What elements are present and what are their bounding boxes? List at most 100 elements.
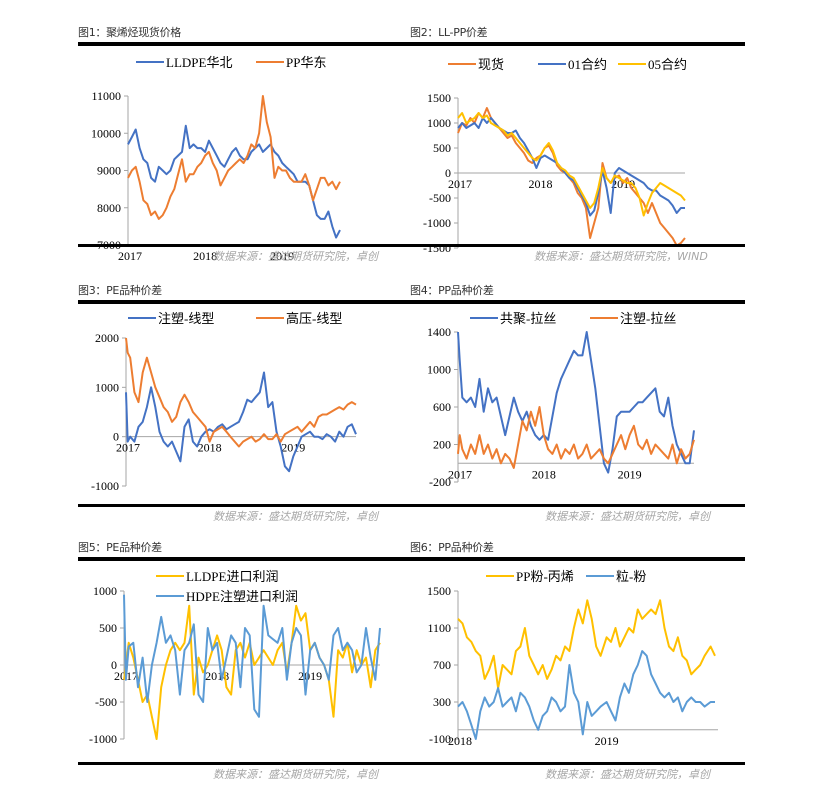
figure-4: 图4：PP品种价差 -200 200 600 1000 1400 2017 2018 2019… xyxy=(410,282,745,512)
legend-label: PP粉-丙烯 xyxy=(516,569,574,584)
title-rule xyxy=(410,300,745,304)
legend-label: LLDPE华北 xyxy=(166,55,232,70)
y-tick-label: 300 xyxy=(433,695,451,709)
series-line-2 xyxy=(127,95,341,220)
x-tick-label: 2017 xyxy=(448,177,472,191)
y-tick-label: 1100 xyxy=(427,621,451,635)
figure-title: 图2：LL-PP价差 xyxy=(410,26,488,39)
y-tick-label: 0 xyxy=(113,430,119,444)
y-tick-label: 9000 xyxy=(97,164,121,178)
title-rule xyxy=(410,42,745,46)
series-line-2 xyxy=(457,406,695,469)
x-tick-label: 2018 xyxy=(198,441,222,455)
figure-title: 图3：PE品种价差 xyxy=(78,284,162,297)
figure-source: 数据来源：盛达期货研究院，卓创 xyxy=(213,768,378,781)
series-line-2 xyxy=(457,650,715,740)
bottom-rule xyxy=(410,244,745,247)
y-tick-label: 600 xyxy=(433,400,451,414)
legend-label: 注塑-线型 xyxy=(158,311,214,326)
y-tick-label: 500 xyxy=(99,621,117,635)
y-tick-label: -200 xyxy=(429,475,451,489)
bottom-rule xyxy=(410,504,745,507)
y-tick-label: -1000 xyxy=(423,216,451,230)
x-tick-label: 2019 xyxy=(270,249,294,263)
figure-title: 图5：PE品种价差 xyxy=(78,541,162,554)
legend-label: 共聚-拉丝 xyxy=(500,311,556,326)
figure-5: 图5：PE品种价差 -1000 -500 0 500 1000 2017 2018 2019 L… xyxy=(78,539,413,769)
y-tick-label: 0 xyxy=(445,166,451,180)
y-tick-label: 8000 xyxy=(97,201,121,215)
series-line-3 xyxy=(457,112,686,217)
y-tick-label: 0 xyxy=(111,658,117,672)
chart-svg: -1000 0 1000 2000 2017 2018 2019 注塑-线型 高压-线型 xyxy=(91,311,357,493)
legend-label: HDPE注塑进口利润 xyxy=(186,589,298,604)
x-tick-label: 2018 xyxy=(532,467,556,481)
series-line-1 xyxy=(457,599,716,690)
chart-svg: -100 300 700 1100 1500 2018 2019 PP粉-丙烯 粒-粉 xyxy=(427,569,718,748)
figure-title: 图4：PP品种价差 xyxy=(410,284,494,297)
y-tick-label: 1500 xyxy=(427,584,451,598)
x-tick-label: 2019 xyxy=(298,669,322,683)
y-tick-label: 11000 xyxy=(91,89,121,103)
legend-label: 01合约 xyxy=(568,57,607,72)
bottom-rule xyxy=(78,504,413,507)
series-line-2 xyxy=(125,337,357,448)
figure-2: 图2：LL-PP价差 -1500 -1000 -500 0 500 1000 1500 201… xyxy=(410,24,745,269)
x-tick-label: 2018 xyxy=(193,249,217,263)
figure-title: 图1：聚烯烃现货价格 xyxy=(78,26,181,39)
title-rule xyxy=(78,300,413,304)
y-tick-label: -1000 xyxy=(91,479,119,493)
series-line-1 xyxy=(123,604,381,740)
y-tick-label: 10000 xyxy=(91,126,121,140)
title-rule xyxy=(78,557,413,561)
x-tick-label: 2017 xyxy=(448,467,472,481)
x-tick-label: 2017 xyxy=(118,249,142,263)
y-tick-label: 1000 xyxy=(93,584,117,598)
legend-label: 高压-线型 xyxy=(286,311,342,326)
figure-source: 数据来源：盛达期货研究院，卓创 xyxy=(213,510,378,523)
series-line-1 xyxy=(457,331,695,474)
x-tick-label: 2019 xyxy=(595,734,619,748)
legend-label: 现货 xyxy=(478,57,504,72)
x-tick-label: 2018 xyxy=(448,734,472,748)
y-tick-label: 1500 xyxy=(427,91,451,105)
y-tick-label: 200 xyxy=(433,438,451,452)
y-tick-label: 2000 xyxy=(95,331,119,345)
y-tick-label: -500 xyxy=(429,191,451,205)
y-tick-label: -100 xyxy=(429,732,451,746)
legend-label: 注塑-拉丝 xyxy=(620,311,676,326)
legend-label: 05合约 xyxy=(648,57,687,72)
series-line-1 xyxy=(127,124,341,239)
figure-source: 数据来源：盛达期货研究院，WIND xyxy=(534,250,708,263)
figure-6: 图6：PP品种价差 -100 300 700 1100 1500 2018 2019 PP粉-… xyxy=(410,539,745,769)
figure-source: 数据来源：盛达期货研究院，卓创 xyxy=(545,510,710,523)
y-tick-label: -1000 xyxy=(89,732,117,746)
bottom-rule xyxy=(78,244,413,247)
figure-source: 数据来源：盛达期货研究院，卓创 xyxy=(545,768,710,781)
bottom-rule xyxy=(410,762,745,765)
chart-svg: -200 200 600 1000 1400 2017 2018 2019 共聚-拉丝 注塑-拉丝 xyxy=(427,311,695,489)
y-tick-label: 500 xyxy=(433,141,451,155)
x-tick-label: 2018 xyxy=(529,177,553,191)
bottom-rule xyxy=(78,762,413,765)
y-tick-label: 1000 xyxy=(427,116,451,130)
x-tick-label: 2019 xyxy=(618,467,642,481)
y-tick-label: 1000 xyxy=(95,380,119,394)
legend-label: 粒-粉 xyxy=(616,569,646,584)
legend-label: LLDPE进口利润 xyxy=(186,569,278,584)
y-tick-label: 700 xyxy=(433,658,451,672)
x-tick-label: 2017 xyxy=(116,441,140,455)
title-rule xyxy=(78,42,413,46)
chart-svg: 7000800090001000011000201720182019LLDPE华… xyxy=(91,55,341,263)
y-tick-label: 1000 xyxy=(427,363,451,377)
figure-title: 图6：PP品种价差 xyxy=(410,541,494,554)
y-tick-label: -500 xyxy=(95,695,117,709)
series-line-2 xyxy=(457,117,685,217)
figure-source: 数据来源：盛达期货研究院，卓创 xyxy=(213,250,378,263)
figure-1: 图1：聚烯烃现货价格 70008000900010000110002017201… xyxy=(78,24,413,269)
y-tick-label: 1400 xyxy=(427,325,451,339)
series-line-2 xyxy=(123,594,381,718)
legend-label: PP华东 xyxy=(286,55,326,70)
